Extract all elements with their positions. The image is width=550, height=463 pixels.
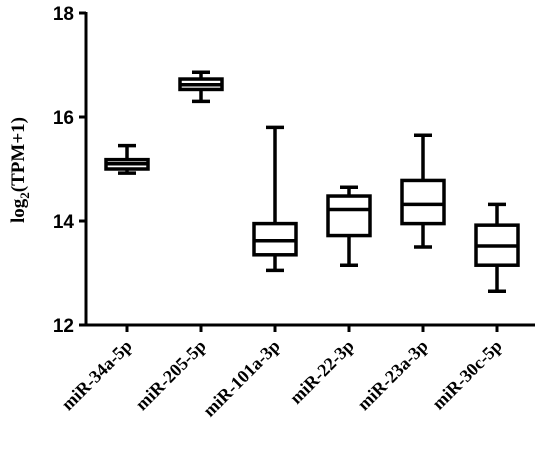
box-miR-23a-3p [400, 133, 446, 249]
iqr-box [326, 194, 372, 238]
box-miR-30c-5p [474, 202, 520, 293]
y-tick-label: 16 [53, 108, 74, 129]
x-tick-label: miR-23a-3p [353, 336, 431, 414]
y-axis-title: log2(TPM+1) [8, 117, 32, 223]
y-tick-label: 12 [53, 316, 74, 337]
y-tick-label: 18 [53, 4, 74, 25]
box-miR-101a-3p [252, 125, 298, 273]
x-tick-label: miR-101a-3p [199, 336, 284, 421]
boxes [104, 70, 520, 293]
axes [79, 11, 535, 332]
box-miR-22-3p [326, 185, 372, 267]
box-miR-34a-5p [104, 143, 150, 175]
box-miR-205-5p [178, 70, 224, 104]
y-tick-label: 14 [53, 212, 75, 233]
iqr-box [400, 178, 446, 226]
x-tick-label: miR-34a-5p [57, 336, 135, 414]
x-tick-label: miR-22-3p [286, 336, 358, 408]
x-tick-label: miR-205-5p [131, 336, 209, 414]
x-tick-label: miR-30c-5p [428, 336, 506, 414]
